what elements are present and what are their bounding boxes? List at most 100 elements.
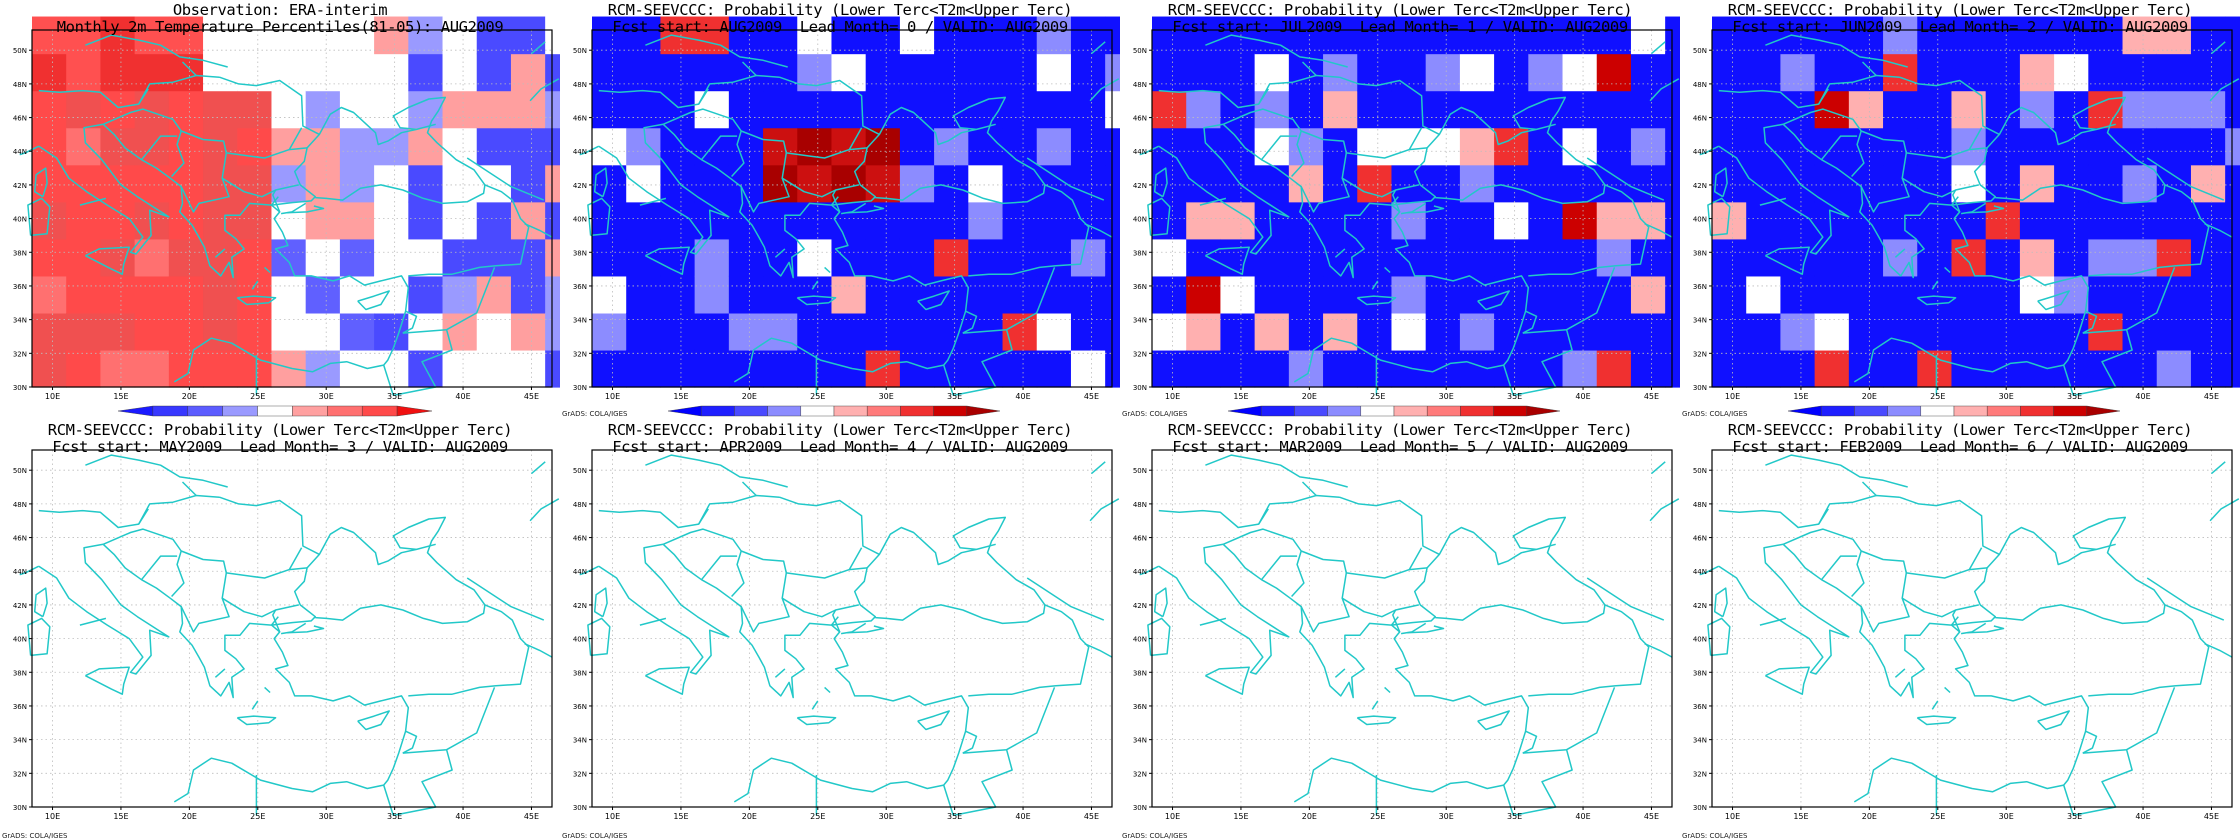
lat-tick-label: 32N: [1693, 770, 1707, 778]
grid-cell: [66, 164, 102, 203]
map-frame: [1151, 449, 1673, 808]
grid-cell: [1780, 275, 1816, 314]
grid-cell: [1036, 127, 1072, 166]
colorbar: 10 20 30 40 50 60 70 80 90: [1227, 405, 1561, 420]
grid-cell: [510, 312, 546, 351]
lat-tick-label: 30N: [1133, 804, 1147, 812]
coastline-segment: [2082, 730, 2098, 754]
coastlines: [579, 454, 1120, 817]
grid-cell: [1814, 275, 1850, 314]
grid-cell: [237, 127, 273, 166]
lat-tick-label: 50N: [13, 467, 27, 475]
grid-cell: [66, 201, 102, 240]
coastline-segment: [33, 167, 48, 198]
grid-cell: [2054, 90, 2089, 129]
lat-tick-label: 42N: [573, 182, 587, 190]
coastline-segment: [402, 687, 496, 754]
coastline-segment: [1391, 516, 1606, 626]
coastline-segment: [846, 625, 885, 634]
grid-cell: [660, 16, 696, 55]
coastline-segment: [286, 625, 325, 634]
coastline-segment: [1199, 197, 1227, 206]
coastline-segment: [1699, 145, 1720, 156]
grid-cell: [100, 127, 136, 166]
coastline-segment: [2209, 498, 2240, 522]
coastline-segment: [1782, 543, 2090, 803]
grid-cell: [1951, 53, 1987, 92]
grid-cell: [2088, 164, 2124, 203]
grid-cell: [934, 349, 969, 388]
grid-cell: [1036, 312, 1072, 351]
grid-cell: [1459, 127, 1495, 166]
grid-cell: [660, 127, 696, 166]
coastline-segment: [774, 668, 786, 678]
grid-cell: [626, 53, 662, 92]
grid-cell: [1596, 201, 1632, 240]
grid-cell: [660, 238, 696, 277]
grid-cell: [1152, 164, 1187, 203]
panel-title: Observation: ERA-interim Monthly 2m Tempe…: [0, 2, 560, 36]
grid-cell: [2088, 127, 2124, 166]
coastline-segment: [953, 329, 1013, 397]
grid-cell: [2156, 16, 2192, 55]
grid-cell: [1459, 16, 1495, 55]
coastline-segment: [831, 516, 1046, 626]
coastline-segment: [1089, 498, 1120, 522]
grid-cell: [305, 164, 341, 203]
grid-cell: [865, 238, 901, 277]
coastline-segment: [976, 123, 996, 131]
coastline-segment: [357, 290, 390, 311]
grid-cell: [134, 164, 170, 203]
lon-tick-label: 20E: [742, 392, 757, 401]
coastline-segment: [393, 329, 453, 397]
grid-cell: [1985, 312, 2021, 351]
grid-cell: [728, 127, 764, 166]
coastline-segment: [774, 248, 786, 258]
grid-cell: [1323, 275, 1358, 314]
coastline-segment: [698, 88, 709, 105]
coastline-segment: [1158, 494, 1340, 529]
grid-cell: [968, 238, 1004, 277]
grid-cell: [1357, 312, 1393, 351]
coastline-segment: [1931, 280, 1939, 290]
grads-credit: GrADS: COLA/IGES: [1682, 832, 1748, 840]
grid-cell: [1630, 164, 1666, 203]
coastline-segment: [2082, 267, 2176, 334]
coastline-segment: [942, 784, 955, 816]
lat-tick-label: 34N: [1133, 737, 1147, 745]
coastline-segment: [531, 41, 546, 55]
grid-cell: [1985, 127, 2021, 166]
colorbar-tick-label: 80: [929, 419, 938, 420]
grid-cell: [339, 312, 375, 351]
coastline-segment: [1346, 567, 1428, 579]
grid-cell: [592, 164, 627, 203]
coastline-segment: [1091, 461, 1106, 475]
coastline-segment: [2037, 710, 2070, 731]
grid-cell: [1494, 201, 1529, 240]
grid-cell: [865, 349, 901, 388]
grid-cell: [2019, 201, 2055, 240]
colorbar-tick-label: 40: [1916, 419, 1925, 420]
coastline-segment: [1291, 550, 1305, 598]
lon-tick-label: 25E: [810, 812, 825, 821]
lat-tick-label: 44N: [1133, 568, 1147, 576]
colorbar-tick-label: 20: [1290, 419, 1299, 420]
coastline-segment: [1408, 127, 1423, 150]
grid-cell: [1746, 275, 1782, 314]
coastline-segment: [181, 61, 197, 77]
grid-cell: [305, 16, 341, 55]
colorbar-tick-label: 80: [1489, 419, 1498, 420]
colorbar-swatch: [2053, 405, 2087, 417]
grid-cell: [2054, 16, 2089, 55]
grid-cell: [1036, 201, 1072, 240]
lon-tick-label: 25E: [250, 812, 265, 821]
coastline-segment: [587, 617, 611, 657]
coastline-segment: [1916, 295, 1957, 306]
grid-cell: [1254, 53, 1290, 92]
coastline-segment: [402, 267, 496, 334]
coastline-segment: [38, 543, 170, 675]
coastline-segment: [19, 145, 40, 156]
lat-tick-label: 32N: [1133, 350, 1147, 358]
lon-tick-label: 40E: [1575, 812, 1590, 821]
colorbar-tick-label: 20: [1850, 419, 1859, 420]
